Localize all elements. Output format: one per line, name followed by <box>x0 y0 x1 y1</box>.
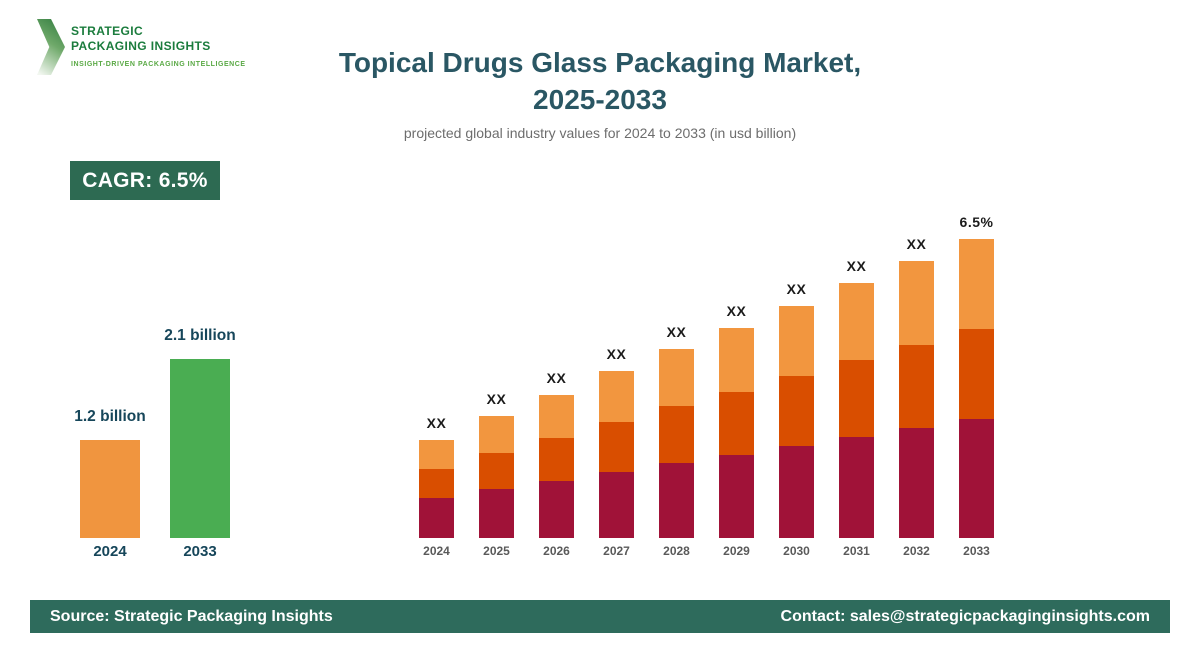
stacked-bar-2026 <box>539 395 574 538</box>
footer-bar: Source: Strategic Packaging Insights Con… <box>30 600 1170 633</box>
bar-segment-segment-middle <box>539 438 574 481</box>
bar-segment-segment-middle <box>419 469 454 498</box>
bar-segment-segment-bottom <box>599 472 634 538</box>
mini-bar-value-label: 2.1 billion <box>164 327 236 344</box>
bar-year-label: 2031 <box>843 544 870 558</box>
title-block: Topical Drugs Glass Packaging Market, 20… <box>0 44 1200 141</box>
mini-growth-chart: 1.2 billion 2024 2.1 billion 2033 <box>70 327 240 567</box>
mini-bar-year-label: 2033 <box>183 543 217 560</box>
bar-segment-segment-top <box>779 306 814 376</box>
bar-value-label: XX <box>426 415 447 431</box>
bar-value-label: XX <box>726 303 747 319</box>
stacked-bar-2024 <box>419 440 454 538</box>
stacked-bar-2025 <box>479 416 514 538</box>
bar-year-label: 2030 <box>783 544 810 558</box>
stacked-bar-2028 <box>659 349 694 538</box>
bar-value-label: XX <box>846 258 867 274</box>
bar-segment-segment-bottom <box>419 498 454 538</box>
mini-bar-2024 <box>80 440 140 538</box>
bar-segment-segment-bottom <box>959 419 994 538</box>
bar-value-label: XX <box>486 391 507 407</box>
bar-segment-segment-middle <box>599 422 634 472</box>
bar-segment-segment-top <box>719 328 754 392</box>
page-subtitle: projected global industry values for 202… <box>403 125 797 141</box>
bar-value-label: XX <box>546 370 567 386</box>
page-title-line2: 2025-2033 <box>533 84 667 115</box>
bar-year-label: 2027 <box>603 544 630 558</box>
logo-name-line1: STRATEGIC <box>71 24 144 38</box>
bar-segment-segment-middle <box>779 376 814 446</box>
bar-segment-segment-bottom <box>839 437 874 538</box>
bar-year-label: 2024 <box>423 544 450 558</box>
footer-contact: Contact: sales@strategicpackaginginsight… <box>780 607 1150 625</box>
logo-tagline: INSIGHT-DRIVEN PACKAGING INTELLIGENCE <box>71 61 246 68</box>
bar-segment-segment-top <box>839 283 874 360</box>
bar-value-label: 6.5% <box>959 214 994 230</box>
bar-segment-segment-top <box>899 261 934 345</box>
bar-segment-segment-top <box>599 371 634 422</box>
bar-segment-segment-bottom <box>719 455 754 538</box>
bar-value-label: XX <box>666 324 687 340</box>
bar-segment-segment-middle <box>659 406 694 463</box>
cagr-badge: CAGR: 6.5% <box>70 161 220 200</box>
bar-segment-segment-bottom <box>899 428 934 538</box>
mini-bar-value-label: 1.2 billion <box>74 408 146 425</box>
bar-segment-segment-middle <box>839 360 874 437</box>
logo-name-line2: PACKAGING INSIGHTS <box>71 39 211 53</box>
bar-year-label: 2026 <box>543 544 570 558</box>
stacked-bar-2027 <box>599 371 634 538</box>
bar-segment-segment-middle <box>719 392 754 455</box>
logo: STRATEGIC PACKAGING INSIGHTS INSIGHT-DRI… <box>36 16 336 80</box>
footer-source: Source: Strategic Packaging Insights <box>50 607 333 625</box>
bar-year-label: 2032 <box>903 544 930 558</box>
logo-text: STRATEGIC PACKAGING INSIGHTS INSIGHT-DRI… <box>71 24 246 68</box>
bar-value-label: XX <box>906 236 927 252</box>
bar-segment-segment-top <box>659 349 694 406</box>
bar-segment-segment-bottom <box>779 446 814 538</box>
mini-bar-2033 <box>170 359 230 538</box>
bar-segment-segment-bottom <box>479 489 514 538</box>
bar-segment-segment-top <box>539 395 574 438</box>
stacked-bar-2033 <box>959 239 994 538</box>
bar-year-label: 2033 <box>963 544 990 558</box>
bar-segment-segment-top <box>479 416 514 453</box>
page-title-line1: Topical Drugs Glass Packaging Market, <box>338 47 862 78</box>
stacked-bar-2031 <box>839 283 874 538</box>
stacked-bar-chart: XX 2024 XX 2025 XX 2026 XX 2027 XX 2028 XX 2029 XX 20… <box>419 205 995 563</box>
bar-year-label: 2025 <box>483 544 510 558</box>
bar-value-label: XX <box>786 281 807 297</box>
bar-segment-segment-top <box>959 239 994 329</box>
bar-value-label: XX <box>606 346 627 362</box>
bar-segment-segment-middle <box>479 453 514 489</box>
bar-segment-segment-top <box>419 440 454 469</box>
bar-year-label: 2029 <box>723 544 750 558</box>
bar-segment-segment-bottom <box>659 463 694 538</box>
bar-segment-segment-middle <box>899 345 934 428</box>
stacked-bar-2030 <box>779 306 814 538</box>
bar-segment-segment-bottom <box>539 481 574 538</box>
mini-bar-year-label: 2024 <box>93 543 127 560</box>
stacked-bar-2029 <box>719 328 754 538</box>
bar-segment-segment-middle <box>959 329 994 419</box>
bar-year-label: 2028 <box>663 544 690 558</box>
stacked-bar-2032 <box>899 261 934 538</box>
